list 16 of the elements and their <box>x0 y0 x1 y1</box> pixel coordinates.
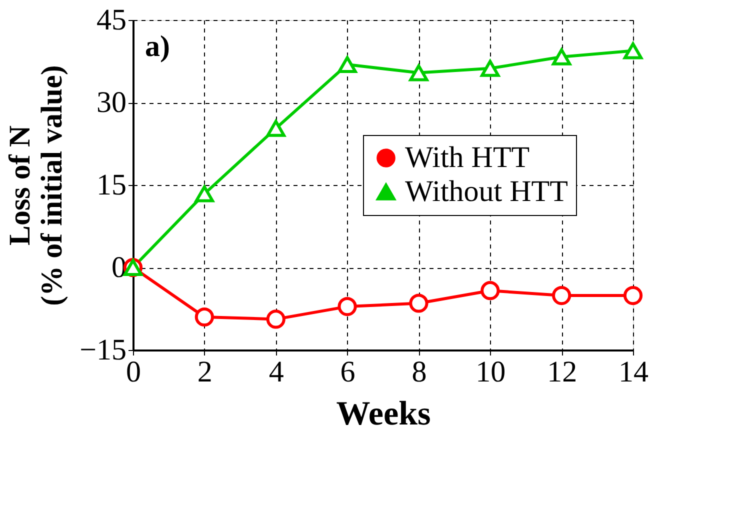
y-axis-title: Loss of N (% of initial value) <box>4 65 69 306</box>
annotation: a) <box>145 30 170 63</box>
legend-label: With HTT <box>405 141 530 174</box>
x-tick-label: 2 <box>197 356 212 388</box>
x-tick-label: 10 <box>476 356 506 388</box>
x-tick-label: 12 <box>547 356 578 388</box>
y-tick-label: 45 <box>96 4 126 36</box>
y-tick-label: −15 <box>80 334 126 366</box>
x-axis-title: Weeks <box>336 396 431 432</box>
x-tick-label: 6 <box>340 356 356 388</box>
x-tick-label: 14 <box>618 356 648 388</box>
x-tick-label: 8 <box>412 356 427 388</box>
x-tick-label: 4 <box>268 356 284 388</box>
legend-label: Without HTT <box>405 175 568 208</box>
y-tick-label: 30 <box>96 86 126 119</box>
y-tick-label: 15 <box>96 168 126 202</box>
